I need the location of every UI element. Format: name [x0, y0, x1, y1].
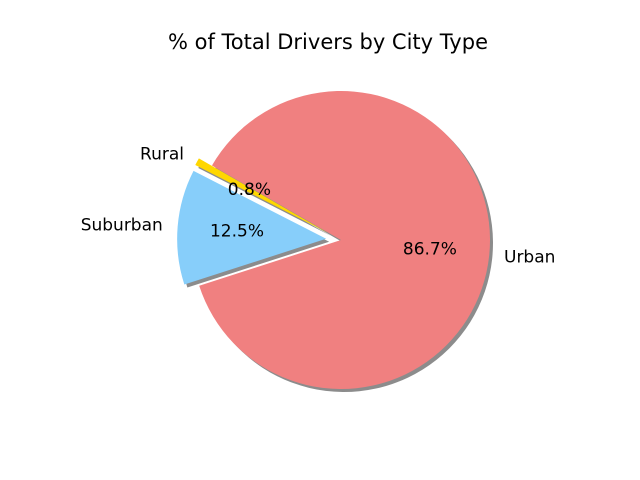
slice-label-rural: Rural	[140, 145, 184, 165]
slice-layer	[177, 91, 490, 390]
pie-slice-rural	[195, 158, 328, 233]
slice-label-urban: Urban	[504, 247, 555, 267]
slice-pct-urban: 86.7%	[403, 239, 457, 259]
chart-title: % of Total Drivers by City Type	[168, 30, 488, 54]
label-layer: Rural 0.8% Suburban 12.5% Urban 86.7%	[81, 145, 556, 268]
pie-slice-suburban	[177, 170, 327, 285]
pie-slice-urban	[199, 91, 490, 390]
slice-pct-rural: 0.8%	[228, 180, 271, 200]
slice-label-suburban: Suburban	[81, 216, 163, 236]
slice-pct-suburban: 12.5%	[210, 222, 264, 242]
